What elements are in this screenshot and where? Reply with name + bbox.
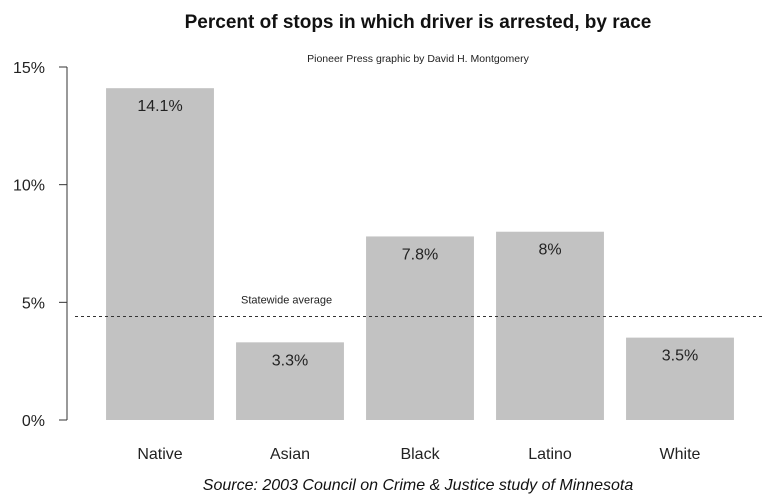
chart-source: Source: 2003 Council on Crime & Justice … (203, 477, 634, 494)
y-tick-label: 5% (22, 295, 45, 312)
bar-group-asian: 3.3% Asian (236, 342, 344, 463)
chart-subtitle: Pioneer Press graphic by David H. Montgo… (307, 53, 530, 65)
category-label-native: Native (137, 446, 182, 463)
bar-group-native: 14.1% Native (106, 88, 214, 463)
y-tick-label: 15% (13, 60, 45, 77)
bar-group-white: 3.5% White (626, 337, 734, 463)
data-label-latino: 8% (538, 242, 561, 259)
bar-white (626, 337, 734, 420)
reference-line-label: Statewide average (241, 294, 332, 306)
category-label-white: White (660, 446, 701, 463)
bars: 14.1% Native 3.3% Asian 7.8% Black 8% Latino 3.5… (106, 88, 734, 463)
category-label-black: Black (400, 446, 440, 463)
category-label-asian: Asian (270, 446, 310, 463)
data-label-asian: 3.3% (272, 352, 308, 369)
data-label-black: 7.8% (402, 246, 438, 263)
bar-group-black: 7.8% Black (366, 236, 474, 463)
y-tick-label: 10% (13, 178, 45, 195)
bar-group-latino: 8% Latino (496, 231, 604, 463)
y-tick-label: 0% (22, 413, 45, 430)
category-label-latino: Latino (528, 446, 572, 463)
data-label-white: 3.5% (662, 348, 698, 365)
statewide-average-line: Statewide average (75, 294, 765, 317)
chart-title: Percent of stops in which driver is arre… (185, 12, 652, 33)
y-axis: 0% 5% 10% 15% (13, 60, 68, 430)
bar-native (106, 88, 214, 421)
bar-black (366, 236, 474, 420)
data-label-native: 14.1% (137, 98, 182, 115)
bar-latino (496, 231, 604, 420)
bar-asian (236, 342, 344, 420)
